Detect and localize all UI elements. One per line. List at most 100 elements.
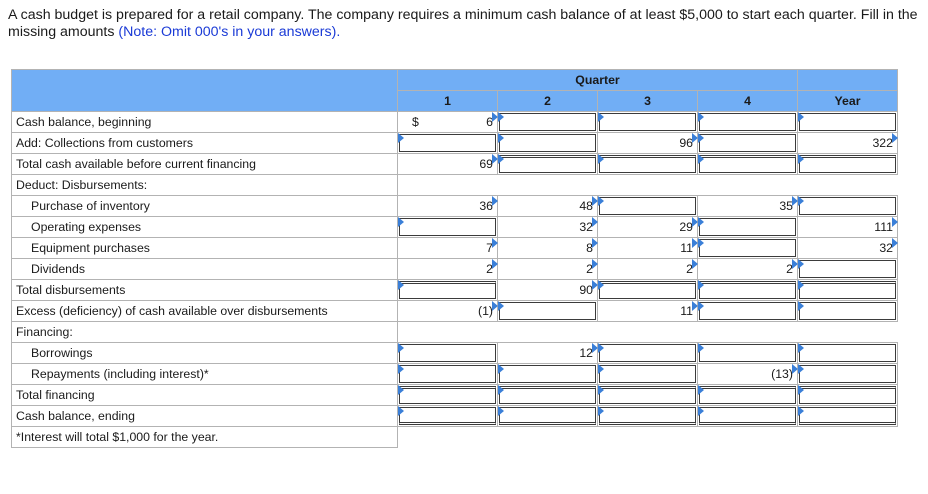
answer-input[interactable]	[699, 134, 796, 152]
value-cell	[397, 342, 498, 364]
answer-input[interactable]	[499, 134, 596, 152]
cell-flag-icon	[592, 217, 598, 227]
value-cell: (13)	[697, 363, 798, 385]
value-cell	[597, 342, 698, 364]
cash-budget-table: Quarter 1 2 3 4 Year Cash balance, begin…	[11, 69, 898, 448]
cell-flag-icon	[792, 196, 798, 206]
input-flag-icon	[598, 280, 604, 290]
input-flag-icon	[498, 112, 504, 122]
answer-input[interactable]	[799, 386, 896, 404]
value-cell	[597, 279, 698, 301]
answer-input[interactable]	[399, 218, 496, 236]
input-flag-icon	[798, 259, 804, 269]
answer-input[interactable]	[399, 407, 496, 425]
table-row: Total cash available before current fina…	[11, 153, 898, 175]
given-value: 11	[680, 304, 693, 318]
value-cell	[797, 363, 898, 385]
given-value: 8	[586, 241, 593, 255]
answer-input[interactable]	[799, 155, 896, 173]
value-cell	[797, 384, 898, 406]
value-cell	[697, 153, 798, 175]
value-cell: 2	[497, 258, 598, 280]
answer-input[interactable]	[699, 281, 796, 299]
answer-input[interactable]	[499, 155, 596, 173]
section-spacer	[397, 174, 898, 196]
answer-input[interactable]	[699, 407, 796, 425]
input-flag-icon	[698, 217, 704, 227]
value-cell	[497, 363, 598, 385]
input-flag-icon	[798, 406, 804, 416]
answer-input[interactable]	[399, 386, 496, 404]
answer-input[interactable]	[599, 113, 696, 131]
answer-input[interactable]	[799, 260, 896, 278]
value-cell	[697, 279, 798, 301]
given-value: 96	[679, 136, 693, 150]
answer-input[interactable]	[799, 407, 896, 425]
input-flag-icon	[698, 301, 704, 311]
value-cell	[697, 405, 798, 427]
given-value: 32	[579, 220, 593, 234]
cell-flag-icon	[492, 238, 498, 248]
value-cell	[597, 405, 698, 427]
answer-input[interactable]	[599, 155, 696, 173]
cell-flag-icon	[492, 259, 498, 269]
answer-input[interactable]	[799, 302, 896, 320]
answer-input[interactable]	[699, 113, 796, 131]
input-flag-icon	[498, 364, 504, 374]
input-flag-icon	[498, 406, 504, 416]
answer-input[interactable]	[699, 239, 796, 257]
column-header-q4: 4	[697, 90, 798, 112]
table-row: Purchase of inventory 36 48 35	[11, 195, 898, 217]
answer-input[interactable]	[499, 407, 596, 425]
answer-input[interactable]	[599, 281, 696, 299]
answer-input[interactable]	[599, 365, 696, 383]
input-flag-icon	[698, 280, 704, 290]
table-row: Repayments (including interest)* (13)	[11, 363, 898, 385]
answer-input[interactable]	[599, 197, 696, 215]
given-value: 90	[579, 283, 593, 297]
answer-input[interactable]	[599, 407, 696, 425]
answer-input[interactable]	[599, 344, 696, 362]
answer-input[interactable]	[699, 155, 796, 173]
quarter-header: Quarter	[397, 69, 798, 91]
answer-input[interactable]	[799, 281, 896, 299]
value-cell	[397, 216, 498, 238]
input-flag-icon	[398, 343, 404, 353]
table-row: Total disbursements 90	[11, 279, 898, 301]
cell-flag-icon	[692, 217, 698, 227]
answer-input[interactable]	[599, 386, 696, 404]
value-cell	[697, 111, 798, 133]
answer-input[interactable]	[699, 302, 796, 320]
answer-input[interactable]	[799, 197, 896, 215]
row-label: Financing:	[11, 321, 398, 343]
given-value: 36	[479, 199, 493, 213]
cell-flag-icon	[492, 112, 498, 122]
answer-input[interactable]	[499, 113, 596, 131]
given-value: 35	[779, 199, 793, 213]
answer-input[interactable]	[499, 302, 596, 320]
answer-input[interactable]	[399, 134, 496, 152]
answer-input[interactable]	[399, 281, 496, 299]
input-flag-icon	[798, 154, 804, 164]
answer-input[interactable]	[699, 344, 796, 362]
footnote-row: *Interest will total $1,000 for the year…	[11, 426, 898, 448]
row-label: Repayments (including interest)*	[11, 363, 398, 385]
answer-input[interactable]	[399, 365, 496, 383]
answer-input[interactable]	[799, 344, 896, 362]
input-flag-icon	[598, 385, 604, 395]
value-cell	[797, 153, 898, 175]
answer-input[interactable]	[699, 386, 796, 404]
year-header-top	[797, 69, 898, 91]
answer-input[interactable]	[499, 365, 596, 383]
cell-flag-icon	[892, 238, 898, 248]
value-cell	[797, 342, 898, 364]
answer-input[interactable]	[499, 386, 596, 404]
given-value: 2	[686, 262, 693, 276]
answer-input[interactable]	[399, 344, 496, 362]
answer-input[interactable]	[699, 218, 796, 236]
input-flag-icon	[598, 343, 604, 353]
value-cell	[697, 132, 798, 154]
answer-input[interactable]	[799, 113, 896, 131]
answer-input[interactable]	[799, 365, 896, 383]
row-label: Total financing	[11, 384, 398, 406]
